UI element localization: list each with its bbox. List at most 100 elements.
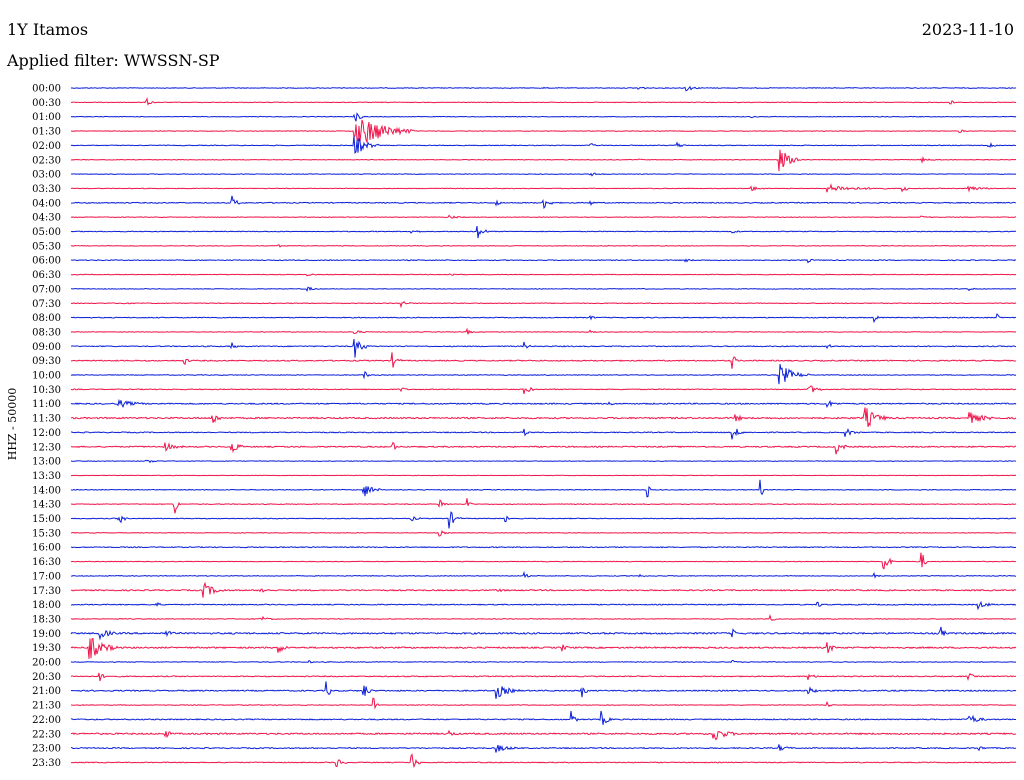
time-label: 04:00: [32, 198, 61, 209]
time-label: 10:30: [32, 385, 61, 396]
time-label: 18:00: [32, 600, 61, 611]
trace-line: [70, 112, 1017, 122]
trace-line: [70, 149, 1017, 172]
trace-line: [71, 195, 1017, 210]
time-label: 21:30: [32, 701, 61, 712]
time-label: 17:30: [32, 586, 61, 597]
trace-line: [70, 398, 1017, 409]
time-label: 11:00: [32, 399, 61, 410]
trace-line: [70, 273, 1017, 277]
trace-line: [70, 511, 1017, 529]
time-label: 16:30: [32, 557, 61, 568]
trace-line: [70, 459, 1017, 464]
trace-line: [70, 613, 1017, 622]
trace-line: [70, 479, 1017, 498]
trace-line: [70, 300, 1017, 309]
trace-line: [70, 258, 1017, 264]
trace-line: [70, 729, 1017, 741]
trace-line: [70, 225, 1017, 239]
trace-line: [70, 552, 1017, 570]
time-label: 15:00: [32, 514, 61, 525]
time-label: 23:30: [32, 758, 61, 769]
time-label: 05:00: [32, 227, 61, 238]
trace-line: [70, 286, 1017, 292]
time-label: 07:00: [32, 284, 61, 295]
trace-line: [70, 407, 1017, 427]
trace-line: [70, 327, 1017, 335]
trace-line: [70, 581, 1017, 598]
trace-line: [70, 659, 1017, 664]
time-label: 22:00: [32, 715, 61, 726]
time-label: 19:00: [32, 629, 61, 640]
time-label: 10:00: [32, 371, 61, 382]
trace-line: [70, 744, 1017, 753]
trace-line: [70, 338, 1017, 358]
time-label: 18:30: [32, 614, 61, 625]
trace-line: [70, 385, 1017, 394]
y-axis-label: HHZ - 50000: [6, 388, 19, 461]
trace-line: [70, 352, 1017, 369]
time-label: 19:30: [32, 643, 61, 654]
station-title: 1Y Itamos: [7, 20, 89, 39]
trace-line: [70, 672, 1017, 682]
time-label: 01:30: [32, 127, 61, 138]
trace-line: [70, 313, 1017, 324]
trace-line: [70, 97, 1017, 106]
time-label: 23:00: [32, 744, 61, 755]
trace-line: [70, 172, 1017, 177]
time-label: 00:00: [32, 84, 61, 95]
time-label: 08:30: [32, 327, 61, 338]
trace-line: [70, 214, 1017, 219]
trace-line: [70, 427, 1017, 440]
filter-label: Applied filter: WWSSN-SP: [7, 51, 220, 70]
date-label: 2023-11-10: [921, 20, 1014, 39]
trace-line: [70, 135, 1017, 155]
trace-line: [70, 546, 1017, 549]
time-label: 12:30: [32, 442, 61, 453]
time-label: 00:30: [32, 98, 61, 109]
time-label: 06:00: [32, 256, 61, 267]
trace-line: [70, 498, 1017, 514]
time-label: 11:30: [32, 414, 61, 425]
trace-line: [70, 600, 1017, 611]
trace-line: [70, 441, 1017, 455]
trace-rows: 00:00 00:30 01:00 01:30 02:00 02:30 03:00 03:30…: [32, 84, 1017, 769]
time-label: 15:30: [32, 528, 61, 539]
trace-line: [70, 710, 1016, 725]
time-label: 02:30: [32, 155, 61, 166]
trace-line: [70, 119, 1017, 143]
time-label: 16:00: [32, 543, 61, 554]
time-label: 13:30: [32, 471, 61, 482]
time-label: 05:30: [32, 241, 61, 252]
trace-line: [70, 529, 1017, 537]
trace-line: [70, 637, 1017, 659]
time-label: 14:00: [32, 485, 61, 496]
time-label: 17:00: [32, 571, 61, 582]
time-label: 08:00: [32, 313, 61, 324]
time-label: 03:00: [32, 170, 61, 181]
time-label: 02:00: [32, 141, 61, 152]
time-label: 13:00: [32, 457, 61, 468]
time-label: 09:30: [32, 356, 61, 367]
trace-line: [70, 183, 1017, 193]
trace-line: [70, 364, 1017, 385]
trace-line: [70, 697, 1017, 710]
time-label: 20:30: [32, 672, 61, 683]
time-label: 21:00: [32, 686, 61, 697]
trace-line: [70, 85, 1017, 92]
time-label: 04:30: [32, 213, 61, 224]
trace-line: [70, 681, 1017, 699]
time-label: 20:00: [32, 658, 61, 669]
time-label: 22:30: [32, 729, 61, 740]
trace-line: [70, 570, 1017, 579]
time-label: 06:30: [32, 270, 61, 281]
trace-line: [70, 753, 1017, 769]
trace-line: [70, 626, 1017, 641]
time-label: 12:00: [32, 428, 61, 439]
trace-line: [70, 244, 1017, 248]
time-label: 03:30: [32, 184, 61, 195]
time-label: 09:00: [32, 342, 61, 353]
time-label: 01:00: [32, 112, 61, 123]
time-label: 14:30: [32, 500, 61, 511]
